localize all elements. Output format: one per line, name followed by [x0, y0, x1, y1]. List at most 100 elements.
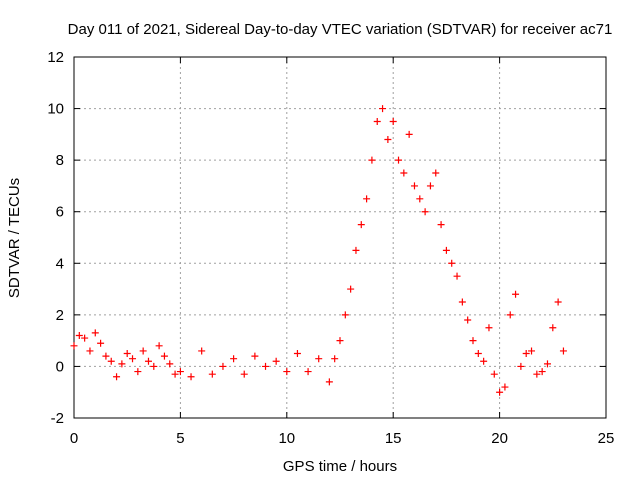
data-point	[325, 378, 333, 386]
data-point	[198, 347, 206, 355]
y-tick-label: -2	[51, 410, 64, 427]
data-point	[448, 259, 456, 267]
data-point	[113, 373, 121, 381]
data-point	[219, 362, 227, 370]
data-point	[490, 370, 498, 378]
data-point	[304, 368, 312, 376]
data-point	[373, 117, 381, 125]
data-point	[522, 350, 530, 358]
data-point	[554, 298, 562, 306]
data-point	[262, 362, 270, 370]
x-tick-label: 10	[278, 430, 295, 447]
data-point	[528, 347, 536, 355]
y-tick-label: 6	[56, 204, 64, 221]
data-point	[139, 347, 147, 355]
data-point	[538, 368, 546, 376]
data-point	[272, 357, 280, 365]
data-point	[129, 355, 137, 363]
data-point	[496, 388, 504, 396]
data-point	[315, 355, 323, 363]
y-tick-label: 12	[47, 49, 64, 66]
data-point	[410, 182, 418, 190]
y-tick-label: 0	[56, 358, 64, 375]
data-point	[485, 324, 493, 332]
x-tick-label: 5	[176, 430, 184, 447]
data-point	[118, 360, 126, 368]
data-point	[336, 337, 344, 345]
data-point	[442, 246, 450, 254]
data-point	[150, 362, 158, 370]
data-point	[166, 360, 174, 368]
data-point	[416, 195, 424, 203]
data-point	[400, 169, 408, 177]
data-point	[81, 334, 89, 342]
data-point	[331, 355, 339, 363]
data-point	[405, 130, 413, 138]
x-tick-label: 15	[385, 430, 402, 447]
data-point	[533, 370, 541, 378]
data-point	[176, 368, 184, 376]
y-axis-label: SDTVAR / TECUs	[6, 178, 23, 298]
data-point	[123, 350, 131, 358]
data-point	[86, 347, 94, 355]
data-point	[171, 370, 179, 378]
data-point	[432, 169, 440, 177]
data-point	[107, 357, 115, 365]
data-point	[474, 350, 482, 358]
data-point	[389, 117, 397, 125]
chart-title: Day 011 of 2021, Sidereal Day-to-day VTE…	[68, 21, 613, 38]
data-point	[363, 195, 371, 203]
data-point	[395, 156, 403, 164]
data-point	[506, 311, 514, 319]
data-point	[464, 316, 472, 324]
y-tick-label: 2	[56, 307, 64, 324]
data-point	[240, 370, 248, 378]
data-points	[70, 105, 567, 396]
data-point	[559, 347, 567, 355]
data-point	[341, 311, 349, 319]
data-point	[368, 156, 376, 164]
data-point	[134, 368, 142, 376]
data-point	[426, 182, 434, 190]
x-tick-label: 25	[598, 430, 615, 447]
data-point	[352, 246, 360, 254]
data-point	[384, 136, 392, 144]
data-point	[480, 357, 488, 365]
x-axis-label: GPS time / hours	[283, 458, 397, 475]
data-point	[453, 272, 461, 280]
data-point	[187, 373, 195, 381]
data-point	[283, 368, 291, 376]
data-point	[469, 337, 477, 345]
data-point	[70, 342, 78, 350]
plot-frame	[73, 56, 607, 419]
x-tick-label: 0	[70, 430, 78, 447]
data-point	[97, 339, 105, 347]
data-point	[75, 331, 83, 339]
grid-lines	[74, 57, 606, 418]
axis-ticks: 0 5 10 15 20 25 -2 0 2 4 6 8 10 12	[47, 49, 614, 447]
data-point	[501, 383, 509, 391]
data-point	[208, 370, 216, 378]
data-point	[379, 105, 387, 113]
data-point	[155, 342, 163, 350]
data-point	[91, 329, 99, 337]
data-point	[421, 208, 429, 216]
data-point	[512, 290, 520, 298]
data-point	[549, 324, 557, 332]
data-point	[543, 360, 551, 368]
x-tick-label: 20	[491, 430, 508, 447]
data-point	[102, 352, 110, 360]
data-point	[160, 352, 168, 360]
data-point	[437, 221, 445, 229]
data-point	[357, 221, 365, 229]
data-point	[230, 355, 238, 363]
data-point	[293, 350, 301, 358]
data-point	[458, 298, 466, 306]
y-tick-label: 4	[56, 255, 64, 272]
data-point	[251, 352, 259, 360]
data-point	[347, 285, 355, 293]
data-point	[144, 357, 152, 365]
y-tick-label: 10	[47, 101, 64, 118]
data-point	[517, 362, 525, 370]
